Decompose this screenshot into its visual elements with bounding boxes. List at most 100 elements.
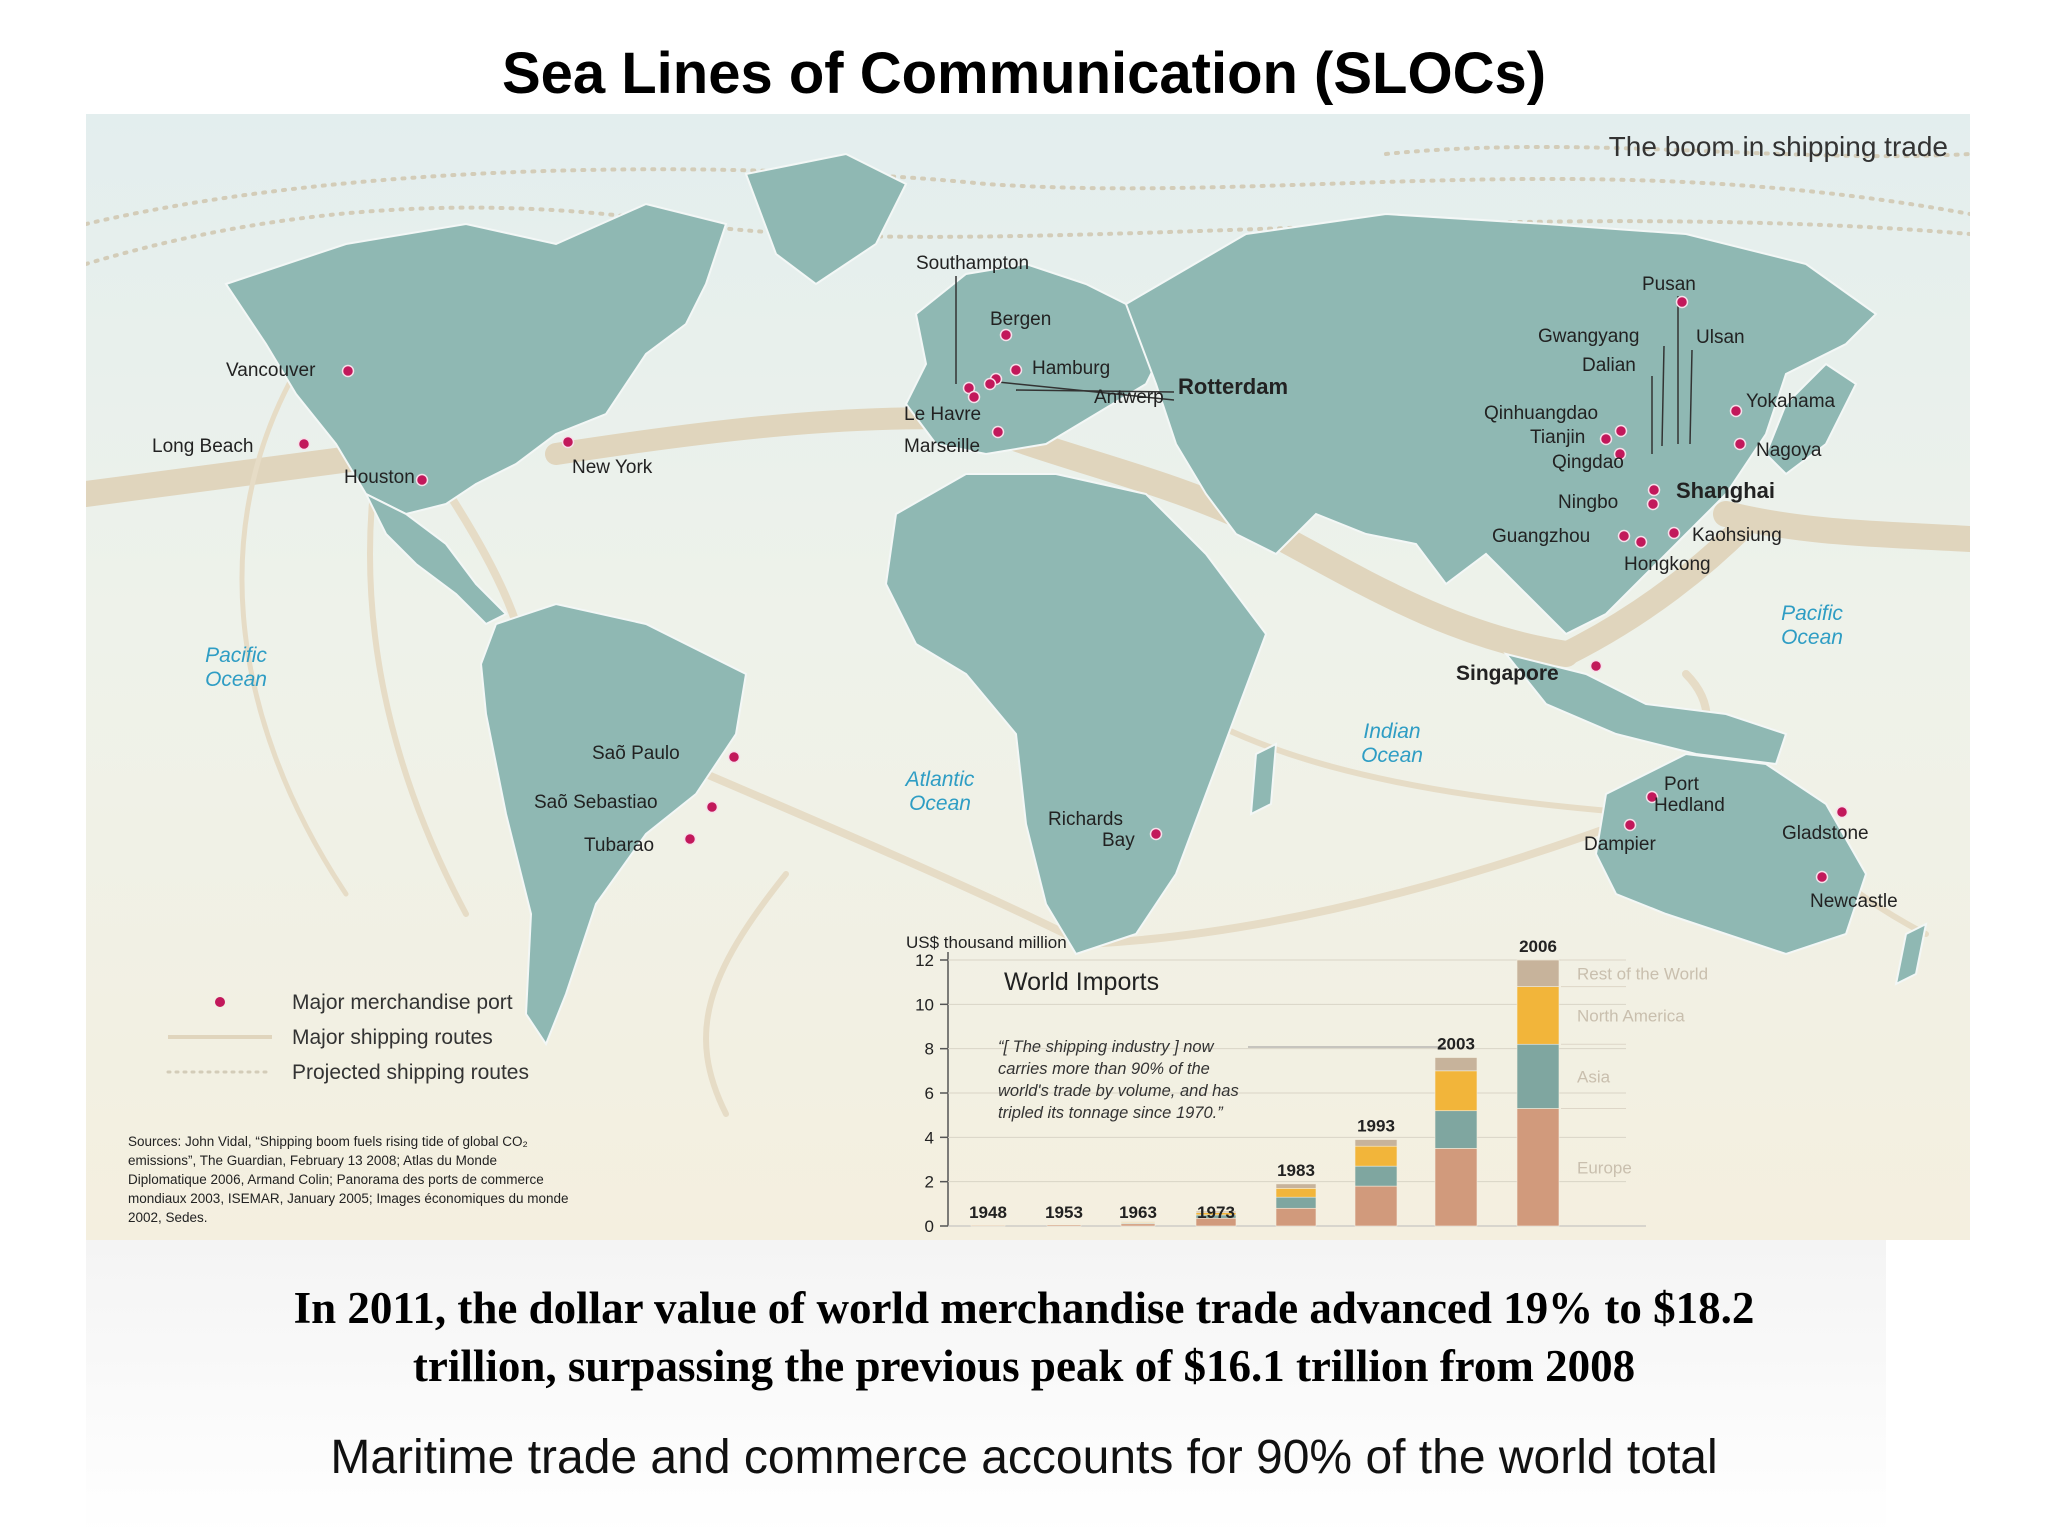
bar-category-label: 1993 [1357,1117,1395,1136]
port-marker [1675,295,1689,309]
port-label: Gladstone [1782,823,1869,844]
port-label: Bergen [990,309,1051,330]
sources-line: mondiaux 2003, ISEMAR, January 2005; Ima… [128,1191,569,1206]
bar-segment-asia [1516,1043,1560,1109]
port-leader-line [1689,349,1693,445]
port-marker [1634,535,1648,549]
bar-category-label: 1963 [1119,1203,1157,1222]
port-marker [1617,529,1631,543]
port-marker [1599,432,1613,446]
port-marker [1835,805,1849,819]
indian-ocean-label: Indian Ocean [1361,720,1423,767]
legend-port-dot [215,997,225,1007]
port-label: New York [572,457,653,478]
port-marker [1647,483,1661,497]
bar-segment-north-america [1516,986,1560,1045]
port-marker [561,435,575,449]
port-marker [999,328,1013,342]
port-label: Ulsan [1696,327,1745,348]
chart-quote-line: “[ The shipping industry ] now [998,1038,1215,1056]
caption-background [86,1240,1886,1535]
port-label: Marseille [904,436,980,457]
bar-segment-rest-of-the-world [970,1223,1006,1226]
port-label: Gwangyang [1538,326,1639,347]
bar-segment-asia [1275,1196,1317,1209]
chart-quote-line: world's trade by volume, and has [998,1082,1239,1100]
port-label: Kaohsiung [1692,525,1782,546]
bar-segment-rest-of-the-world [1046,1223,1082,1225]
port-marker [1009,363,1023,377]
pacific-ocean-west-label: Pacific Ocean [205,644,267,691]
port-label: Qinhuangdao [1484,403,1598,424]
chart-y-tick-label: 8 [925,1040,934,1059]
bar-segment-rest-of-the-world [1120,1221,1156,1223]
port-marker [1729,404,1743,418]
sources-line: 2002, Sedes. [128,1210,208,1225]
port-label: Guangzhou [1492,526,1590,547]
bar-segment-north-america [1354,1145,1398,1167]
bar-category-label: 1983 [1277,1161,1315,1180]
bar-segment-rest-of-the-world [1434,1057,1478,1072]
world-imports-chart: US$ thousand million 0 2 4 6 8 10 12 World Impor… [906,933,1708,1236]
port-label: Pusan [1642,274,1696,295]
port-label: Le Havre [904,404,981,425]
new-zealand [1894,922,1928,986]
bar-segment-rest-of-the-world [1195,1210,1237,1213]
bar-category-label: 2006 [1519,937,1557,956]
map-legend: Major merchandise port Major shipping ro… [166,991,529,1084]
port-marker [683,832,697,846]
land-masses [224,152,1928,1047]
chart-y-tick-label: 6 [925,1084,934,1103]
bar-category-label: 2003 [1437,1035,1475,1054]
port-marker [705,800,719,814]
port-label: Houston [344,467,415,488]
port-label: Antwerp [1094,387,1164,408]
port-leader-line [997,381,1175,401]
port-marker [1149,827,1163,841]
southeast-asia [1503,652,1788,766]
series-label: Europe [1577,1158,1632,1177]
legend-route-label: Major shipping routes [292,1026,493,1049]
shipping-map: Pacific Ocean Pacific Ocean Atlantic Ocean … [86,114,1970,1240]
port-marker [1623,818,1637,832]
australia [1594,752,1868,956]
port-label: Saõ Paulo [592,743,680,764]
port-marker [1646,497,1660,511]
series-label: Rest of the World [1577,964,1708,983]
port-label: Long Beach [152,436,253,457]
chart-y-tick-label: 4 [925,1128,934,1147]
legend-projected-label: Projected shipping routes [292,1061,529,1084]
chart-title: World Imports [1004,968,1159,996]
port-marker [341,364,355,378]
chart-y-axis-label: US$ thousand million [906,933,1067,952]
port-label: Dalian [1582,355,1636,376]
japan [1764,362,1858,476]
port-label: Bay [1102,830,1135,851]
north-america [224,202,728,516]
port-leader-line [1661,345,1665,447]
bar-category-label: 1973 [1197,1203,1235,1222]
port-label: Hamburg [1032,358,1110,379]
port-marker [1645,790,1659,804]
bar-segment-north-america [1275,1188,1317,1198]
port-marker [1815,870,1829,884]
bar-segment-europe [1354,1185,1398,1227]
world-map: Pacific Ocean Pacific Ocean Atlantic Ocean … [86,131,1970,1236]
bar-category-label: 1948 [969,1203,1007,1222]
port-marker [991,425,1005,439]
chart-y-tick-label: 0 [925,1217,934,1236]
series-label: North America [1577,1006,1685,1025]
bar-segment-europe [1275,1207,1317,1227]
chart-y-tick-label: 12 [915,951,934,970]
chart-y-tick-label: 2 [925,1173,934,1192]
bar-segment-europe [1516,1108,1560,1227]
sources-line: emissions”, The Guardian, February 13 20… [128,1153,497,1168]
port-marker [1613,447,1627,461]
port-marker [1733,437,1747,451]
madagascar [1249,742,1278,816]
port-label: Hongkong [1624,554,1711,575]
central-america [363,491,508,626]
bar-category-label: 1953 [1045,1203,1083,1222]
fact-line-2: trillion, surpassing the previous peak o… [412,1341,1636,1391]
sources-note: Sources: John Vidal, “Shipping boom fuel… [128,1132,688,1227]
